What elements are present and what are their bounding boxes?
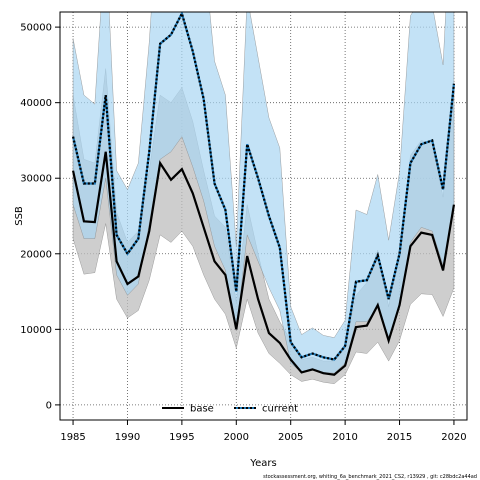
- y-tick-label: 40000: [20, 98, 52, 109]
- x-tick-label: 2010: [332, 432, 357, 443]
- y-tick-label: 10000: [20, 325, 52, 336]
- x-tick-label: 2020: [441, 432, 466, 443]
- legend-label-current: current: [262, 404, 298, 415]
- y-tick-label: 0: [46, 400, 52, 411]
- x-tick-label: 2005: [278, 432, 303, 443]
- series-lines: [71, 12, 456, 376]
- y-axis-title: SSB: [14, 206, 25, 226]
- footnote: stockassessment.org, whiting_6a_benchmar…: [263, 474, 477, 480]
- x-tick-label: 1995: [169, 432, 194, 443]
- line-base: [71, 151, 456, 376]
- x-axis: 1985 1990 1995 2000 2005 2010 2015 2020: [60, 420, 467, 443]
- x-tick-label: 1990: [115, 432, 140, 443]
- line-current: [71, 12, 456, 361]
- plot-frame: [59, 11, 468, 421]
- y-tick-label: 20000: [20, 249, 52, 260]
- y-axis: 0 10000 20000 30000 40000 50000: [20, 23, 60, 411]
- y-tick-label: 30000: [20, 174, 52, 185]
- y-tick-label: 50000: [20, 23, 52, 34]
- x-tick-label: 2015: [387, 432, 412, 443]
- legend-label-base: base: [190, 404, 214, 415]
- legend: base current: [162, 404, 298, 415]
- x-axis-title: Years: [249, 458, 276, 469]
- x-tick-label: 1985: [60, 432, 85, 443]
- x-tick-label: 2000: [224, 432, 249, 443]
